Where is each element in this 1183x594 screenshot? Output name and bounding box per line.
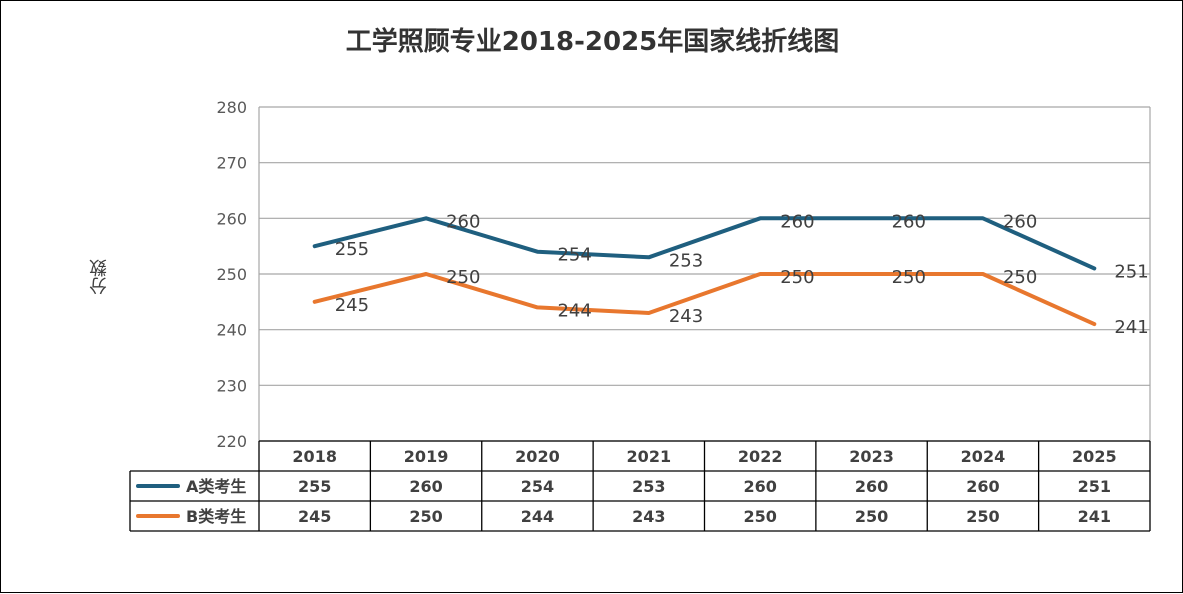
data-label-s1-2021: 253 bbox=[669, 250, 703, 271]
y-tick-label-230: 230 bbox=[216, 376, 247, 395]
chart-title: 工学照顾专业2018-2025年国家线折线图 bbox=[345, 27, 840, 57]
x-tick-label-2023: 2023 bbox=[849, 447, 894, 466]
data-label-s1-2018: 255 bbox=[335, 239, 369, 260]
table-cell-s1-2025: 251 bbox=[1078, 477, 1111, 496]
x-tick-label-2019: 2019 bbox=[404, 447, 449, 466]
y-tick-label-240: 240 bbox=[216, 321, 247, 340]
table-cell-s2-2018: 245 bbox=[298, 507, 331, 526]
data-label-s2-2018: 245 bbox=[335, 295, 369, 316]
legend-label-1: A类考生 bbox=[186, 477, 246, 496]
table-cell-s2-2023: 250 bbox=[855, 507, 888, 526]
x-tick-label-2025: 2025 bbox=[1072, 447, 1117, 466]
data-label-s2-2023: 250 bbox=[892, 267, 926, 288]
data-label-s1-2023: 260 bbox=[892, 211, 926, 232]
table-cell-s2-2022: 250 bbox=[743, 507, 776, 526]
table-cell-s2-2020: 244 bbox=[521, 507, 554, 526]
series-line-1 bbox=[312, 216, 1097, 271]
table-cell-s1-2020: 254 bbox=[521, 477, 554, 496]
data-label-s2-2024: 250 bbox=[1003, 267, 1037, 288]
table-cell-s2-2019: 250 bbox=[409, 507, 442, 526]
data-label-s2-2019: 250 bbox=[446, 267, 480, 288]
x-tick-label-2022: 2022 bbox=[738, 447, 783, 466]
data-label-s2-2020: 244 bbox=[557, 300, 591, 321]
data-label-s1-2025: 251 bbox=[1114, 261, 1148, 282]
series-line-2 bbox=[312, 272, 1097, 327]
table-cell-s2-2025: 241 bbox=[1078, 507, 1111, 526]
y-tick-label-250: 250 bbox=[216, 265, 247, 284]
y-tick-label-270: 270 bbox=[216, 154, 247, 173]
data-label-s1-2019: 260 bbox=[446, 211, 480, 232]
table-cell-s1-2018: 255 bbox=[298, 477, 331, 496]
table-cell-s2-2024: 250 bbox=[966, 507, 999, 526]
table-cell-s2-2021: 243 bbox=[632, 507, 665, 526]
y-tick-label-280: 280 bbox=[216, 98, 247, 117]
data-label-s2-2021: 243 bbox=[669, 306, 703, 327]
table-cell-s1-2023: 260 bbox=[855, 477, 888, 496]
x-tick-label-2018: 2018 bbox=[292, 447, 337, 466]
legend-label-2: B类考生 bbox=[186, 507, 246, 526]
table-cell-s1-2024: 260 bbox=[966, 477, 999, 496]
data-label-s1-2022: 260 bbox=[780, 211, 814, 232]
data-label-s2-2025: 241 bbox=[1114, 317, 1148, 338]
table-cell-s1-2019: 260 bbox=[409, 477, 442, 496]
data-label-s1-2024: 260 bbox=[1003, 211, 1037, 232]
x-tick-label-2021: 2021 bbox=[627, 447, 672, 466]
x-tick-label-2024: 2024 bbox=[961, 447, 1006, 466]
x-tick-label-2020: 2020 bbox=[515, 447, 560, 466]
y-tick-label-220: 220 bbox=[216, 432, 247, 451]
y-tick-label-260: 260 bbox=[216, 209, 247, 228]
data-label-s1-2020: 254 bbox=[557, 245, 591, 266]
data-label-s2-2022: 250 bbox=[780, 267, 814, 288]
table-cell-s1-2022: 260 bbox=[743, 477, 776, 496]
table-cell-s1-2021: 253 bbox=[632, 477, 665, 496]
